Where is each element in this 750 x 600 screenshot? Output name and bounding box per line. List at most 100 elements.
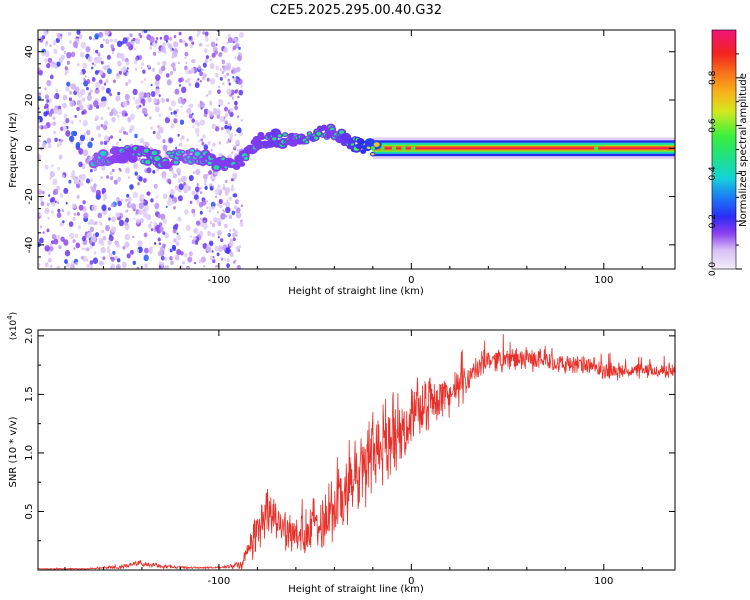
noise-dot xyxy=(160,261,165,267)
noise-dot xyxy=(174,113,178,118)
noise-dot xyxy=(184,56,187,60)
carrier-dot xyxy=(411,146,416,151)
noise-dot xyxy=(82,120,88,127)
noise-dot xyxy=(112,250,116,255)
noise-dot xyxy=(159,226,164,233)
noise-dot xyxy=(101,241,105,246)
noise-dot xyxy=(200,138,203,142)
noise-dot xyxy=(47,143,52,149)
noise-dot xyxy=(116,213,120,218)
noise-dot xyxy=(152,130,156,135)
noise-dot xyxy=(192,213,196,217)
y-tick-label: 0 xyxy=(24,145,35,151)
noise-dot xyxy=(176,232,179,235)
noise-dot xyxy=(165,205,168,208)
noise-dot xyxy=(98,102,103,108)
noise-dot xyxy=(125,198,128,202)
noise-dot xyxy=(184,51,189,57)
noise-dot xyxy=(81,110,85,115)
noise-dot xyxy=(89,36,92,40)
noise-dot xyxy=(180,251,184,256)
colorbar: 0.0 0.2 0.4 0.6 0.8 Normalized spectral ampl… xyxy=(708,29,749,276)
noise-dot xyxy=(118,219,124,227)
noise-dot xyxy=(224,223,228,229)
noise-dot xyxy=(203,108,209,115)
x-tick-label: 100 xyxy=(594,576,613,587)
noise-dot xyxy=(178,77,183,83)
noise-dot xyxy=(78,34,83,39)
noise-dot xyxy=(185,224,191,231)
noise-dot xyxy=(57,143,60,147)
trace-core xyxy=(167,151,171,155)
colorbar-axes: 0.0 0.2 0.4 0.6 0.8 xyxy=(708,29,742,276)
noise-dot xyxy=(232,228,236,232)
noise-dot xyxy=(96,125,101,131)
noise-dot xyxy=(39,197,43,202)
noise-dot xyxy=(63,187,69,194)
noise-dot xyxy=(205,55,209,60)
noise-dot xyxy=(111,168,115,173)
noise-dot xyxy=(126,253,131,259)
noise-dot xyxy=(217,221,222,227)
noise-dot xyxy=(106,54,111,60)
noise-dot xyxy=(212,107,218,114)
noise-dot xyxy=(226,258,230,263)
noise-dot xyxy=(80,255,84,260)
noise-dot xyxy=(204,185,208,190)
noise-dot xyxy=(102,38,105,42)
noise-dot xyxy=(229,132,234,138)
noise-dot xyxy=(65,130,71,137)
trace-blob xyxy=(259,135,266,140)
noise-dot xyxy=(232,237,236,242)
trace-core xyxy=(272,137,277,141)
noise-dot xyxy=(114,255,118,261)
noise-dot xyxy=(46,99,50,103)
noise-dot xyxy=(136,218,140,224)
noise-dot xyxy=(38,67,41,71)
noise-dot xyxy=(153,97,158,104)
colorbar-gradient xyxy=(712,30,736,269)
noise-dot xyxy=(226,41,229,44)
noise-dot xyxy=(224,188,230,195)
noise-dot xyxy=(235,245,240,252)
noise-dot xyxy=(203,222,208,229)
noise-dot xyxy=(227,102,230,105)
noise-dot xyxy=(59,193,64,198)
noise-dot xyxy=(76,30,81,35)
noise-dot xyxy=(107,246,110,249)
noise-dot xyxy=(51,196,56,203)
noise-dot xyxy=(124,93,130,101)
noise-dot xyxy=(132,235,135,239)
noise-dot xyxy=(76,106,80,112)
noise-dot xyxy=(132,37,136,42)
noise-dot xyxy=(197,104,201,108)
noise-dot xyxy=(66,210,71,216)
noise-dot xyxy=(202,243,208,250)
noise-dot xyxy=(74,177,80,184)
noise-dot xyxy=(39,37,44,43)
noise-dot xyxy=(231,38,235,41)
noise-dot xyxy=(154,106,160,113)
noise-dot xyxy=(122,100,128,107)
noise-dot xyxy=(212,257,216,261)
noise-dot xyxy=(164,265,170,269)
noise-dot xyxy=(75,261,79,266)
noise-dot xyxy=(199,100,203,104)
noise-dot xyxy=(83,133,87,137)
noise-dot xyxy=(76,194,80,199)
noise-dot xyxy=(101,247,106,254)
noise-dot xyxy=(121,261,127,268)
noise-dot xyxy=(176,234,182,241)
noise-dot xyxy=(232,261,236,264)
noise-dot xyxy=(50,108,55,115)
noise-dot xyxy=(157,82,160,85)
noise-dot xyxy=(147,96,152,103)
noise-dot xyxy=(180,137,183,141)
noise-dot xyxy=(127,79,132,84)
noise-dot xyxy=(177,61,180,65)
noise-dot xyxy=(176,167,181,174)
carrier-dot xyxy=(401,146,406,151)
noise-dot xyxy=(233,193,238,198)
noise-dot xyxy=(195,186,200,193)
noise-dot xyxy=(170,260,174,265)
